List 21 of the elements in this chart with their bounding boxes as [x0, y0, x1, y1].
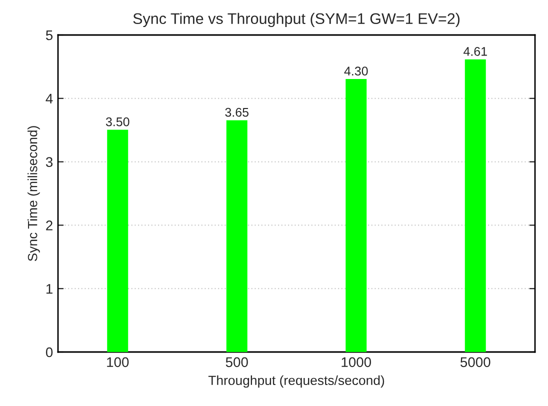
y-tick-label: 5 [46, 30, 53, 40]
bar [464, 59, 486, 352]
bar [107, 130, 128, 352]
bar [226, 120, 248, 352]
x-tick-label: 100 [107, 357, 129, 368]
chart-title: Sync Time vs Throughput (SYM=1 GW=1 EV=2) [133, 12, 460, 28]
data-label: 3.50 [106, 117, 130, 126]
x-tick-label: 5000 [460, 357, 490, 368]
bar [346, 79, 367, 352]
y-tick-label: 0 [46, 347, 53, 358]
data-label: 4.30 [344, 66, 368, 76]
y-axis-title: Sync Time (milisecond) [28, 126, 40, 262]
data-label: 4.61 [464, 47, 487, 56]
y-tick-label: 4 [46, 94, 53, 104]
x-axis-title: Throughput (requests/second) [208, 375, 384, 388]
y-tick-label: 1 [46, 284, 52, 294]
y-tick-label: 3 [46, 157, 53, 167]
data-label: 3.65 [225, 108, 249, 117]
x-tick-label: 500 [226, 357, 248, 368]
x-tick-label: 1000 [342, 357, 372, 368]
y-tick-label: 2 [46, 220, 52, 230]
